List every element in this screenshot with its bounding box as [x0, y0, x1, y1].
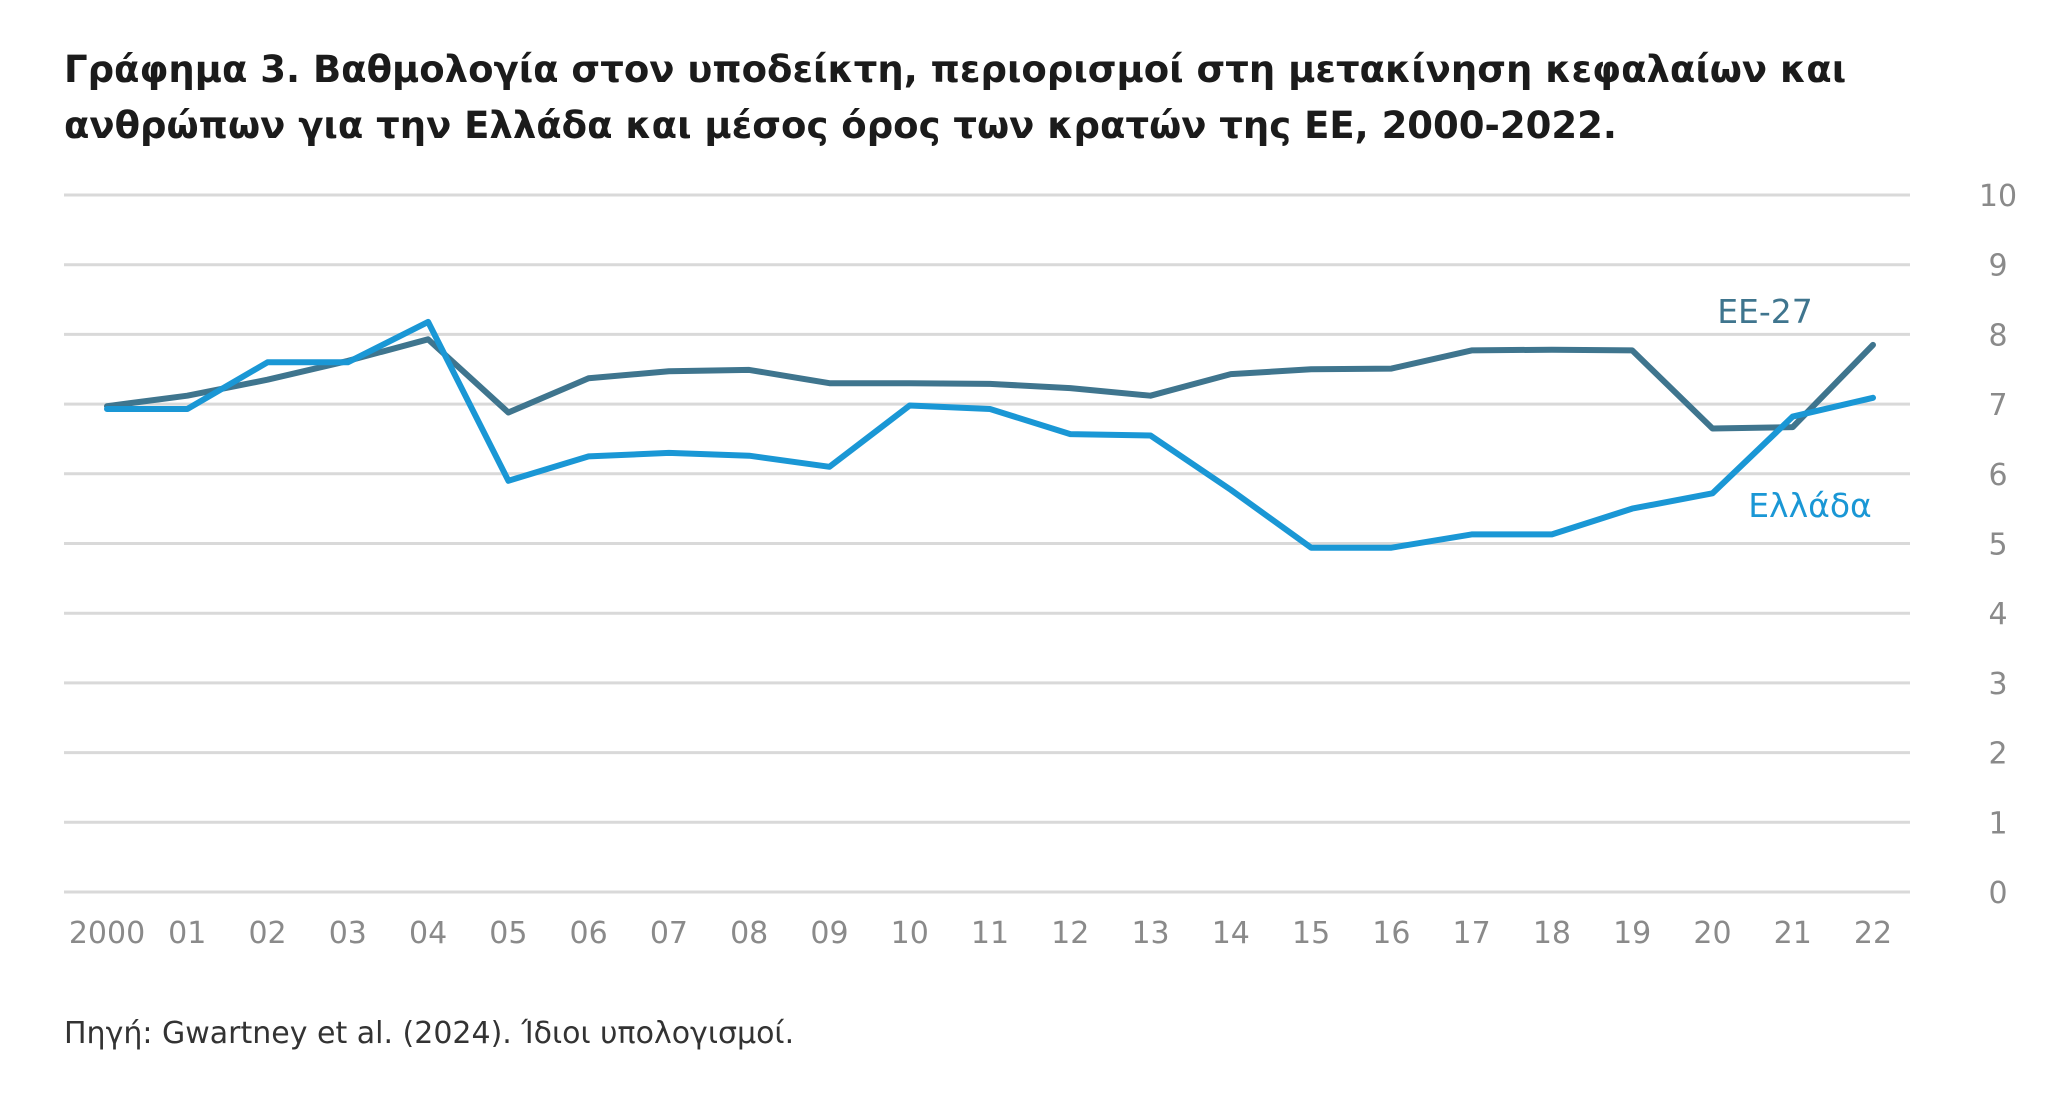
- series-line-greece: [104, 318, 1876, 551]
- y-tick-0: 0: [1988, 876, 2007, 911]
- y-tick-5: 5: [1988, 528, 2007, 563]
- chart-title: Γράφημα 3. Βαθμολογία στον υποδείκτη, πε…: [64, 42, 1984, 154]
- x-tick-17: 17: [1453, 916, 1491, 951]
- x-tick-14: 14: [1212, 916, 1250, 951]
- y-tick-2: 2: [1988, 737, 2007, 772]
- x-tick-20: 20: [1693, 916, 1731, 951]
- chart-title-line-2: ανθρώπων για την Ελλάδα και μέσος όρος τ…: [64, 104, 1617, 147]
- y-tick-9: 9: [1988, 249, 2007, 284]
- y-tick-7: 7: [1988, 388, 2007, 423]
- x-tick-09: 09: [810, 916, 848, 951]
- y-tick-1: 1: [1988, 806, 2007, 841]
- x-tick-10: 10: [891, 916, 929, 951]
- x-tick-19: 19: [1613, 916, 1651, 951]
- chart-title-line-1: Γράφημα 3. Βαθμολογία στον υποδείκτη, πε…: [64, 48, 1847, 91]
- series-label-eu27: ΕΕ-27: [1717, 292, 1813, 331]
- x-tick-22: 22: [1854, 916, 1892, 951]
- x-tick-05: 05: [489, 916, 527, 951]
- x-tick-12: 12: [1051, 916, 1089, 951]
- y-tick-3: 3: [1988, 667, 2007, 702]
- x-tick-15: 15: [1292, 916, 1330, 951]
- source-note: Πηγή: Gwartney et al. (2024). Ίδιοι υπολ…: [64, 1016, 795, 1051]
- x-tick-21: 21: [1774, 916, 1812, 951]
- grid-lines: [64, 193, 1910, 894]
- x-tick-11: 11: [971, 916, 1009, 951]
- x-tick-18: 18: [1533, 916, 1571, 951]
- series-labels: ΕΕ-27 Ελλάδα: [1717, 292, 1872, 525]
- y-tick-10: 10: [1979, 179, 2017, 214]
- x-tick-07: 07: [650, 916, 688, 951]
- y-axis-ticks: 0 1 2 3 4 5 6 7 8 9 10: [1979, 179, 2017, 911]
- y-tick-8: 8: [1988, 318, 2007, 353]
- x-axis-ticks: 2000 01 02 03 04 05 06 07 08 09 10 11 12 13 14 15 16 17 18…: [69, 916, 1892, 951]
- x-tick-04: 04: [409, 916, 447, 951]
- x-tick-02: 02: [248, 916, 286, 951]
- x-tick-06: 06: [570, 916, 608, 951]
- series-lines: [104, 318, 1876, 551]
- x-tick-16: 16: [1372, 916, 1410, 951]
- y-tick-6: 6: [1988, 458, 2007, 493]
- x-tick-08: 08: [730, 916, 768, 951]
- series-label-greece: Ελλάδα: [1748, 486, 1872, 525]
- series-line-eu27: [104, 336, 1876, 432]
- x-tick-2000: 2000: [69, 916, 145, 951]
- x-tick-03: 03: [329, 916, 367, 951]
- y-tick-4: 4: [1988, 597, 2007, 632]
- x-tick-01: 01: [168, 916, 206, 951]
- x-tick-13: 13: [1131, 916, 1169, 951]
